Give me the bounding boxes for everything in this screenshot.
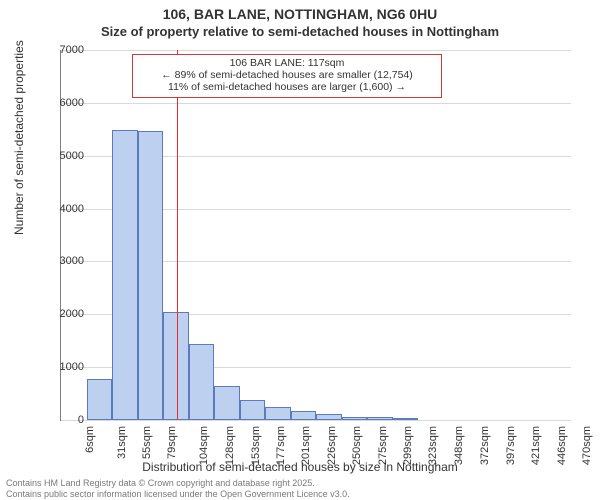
histogram-bar <box>112 130 138 420</box>
histogram-bar <box>189 344 215 420</box>
x-tick-label: 104sqm <box>199 426 211 465</box>
y-tick-label: 5000 <box>44 150 84 162</box>
x-tick-label: 6sqm <box>84 426 96 453</box>
x-tick-label: 275sqm <box>377 426 389 465</box>
histogram-bar <box>138 131 164 420</box>
x-tick-label: 470sqm <box>581 426 593 465</box>
y-tick-label: 2000 <box>44 308 84 320</box>
gridline <box>61 50 571 51</box>
x-tick-label: 323sqm <box>427 426 439 465</box>
y-tick-label: 1000 <box>44 361 84 373</box>
y-tick-label: 6000 <box>44 97 84 109</box>
x-tick-label: 177sqm <box>275 426 287 465</box>
x-tick-label: 201sqm <box>300 426 312 465</box>
y-tick-label: 4000 <box>44 203 84 215</box>
credit-line-1: Contains HM Land Registry data © Crown c… <box>6 478 315 488</box>
x-tick-label: 153sqm <box>250 426 262 465</box>
x-tick-label: 250sqm <box>351 426 363 465</box>
chart-title: 106, BAR LANE, NOTTINGHAM, NG6 0HU <box>0 6 600 22</box>
x-tick-label: 55sqm <box>141 426 153 459</box>
x-tick-label: 128sqm <box>224 426 236 465</box>
histogram-bar <box>214 386 240 420</box>
histogram-bar <box>240 400 266 420</box>
plot-area <box>60 50 571 421</box>
y-tick-label: 7000 <box>44 44 84 56</box>
histogram-bar <box>316 414 342 420</box>
x-tick-label: 79sqm <box>166 426 178 459</box>
annotation-line-2: ← 89% of semi-detached houses are smalle… <box>133 69 441 81</box>
y-axis-label: Number of semi-detached properties <box>12 40 26 235</box>
x-tick-label: 397sqm <box>505 426 517 465</box>
x-tick-label: 421sqm <box>530 426 542 465</box>
histogram-bar <box>367 417 393 420</box>
histogram-bar <box>163 312 189 420</box>
chart-container: 106, BAR LANE, NOTTINGHAM, NG6 0HU Size … <box>0 0 600 500</box>
gridline <box>61 103 571 104</box>
x-tick-label: 348sqm <box>454 426 466 465</box>
annotation-line-3: 11% of semi-detached houses are larger (… <box>133 81 441 93</box>
y-tick-label: 3000 <box>44 255 84 267</box>
x-tick-label: 299sqm <box>402 426 414 465</box>
reference-line <box>177 50 178 420</box>
histogram-bar <box>393 418 419 420</box>
histogram-bar <box>265 407 291 420</box>
histogram-bar <box>291 411 317 420</box>
histogram-bar <box>87 379 113 420</box>
credit-line-2: Contains public sector information licen… <box>6 489 350 499</box>
histogram-bar <box>342 417 368 420</box>
annotation-line-1: 106 BAR LANE: 117sqm <box>133 57 441 69</box>
x-tick-label: 31sqm <box>116 426 128 459</box>
chart-subtitle: Size of property relative to semi-detach… <box>0 24 600 39</box>
y-tick-label: 0 <box>44 414 84 426</box>
x-tick-label: 372sqm <box>479 426 491 465</box>
gridline <box>61 420 571 421</box>
x-tick-label: 446sqm <box>556 426 568 465</box>
x-tick-label: 226sqm <box>326 426 338 465</box>
annotation-box: 106 BAR LANE: 117sqm ← 89% of semi-detac… <box>132 54 442 98</box>
